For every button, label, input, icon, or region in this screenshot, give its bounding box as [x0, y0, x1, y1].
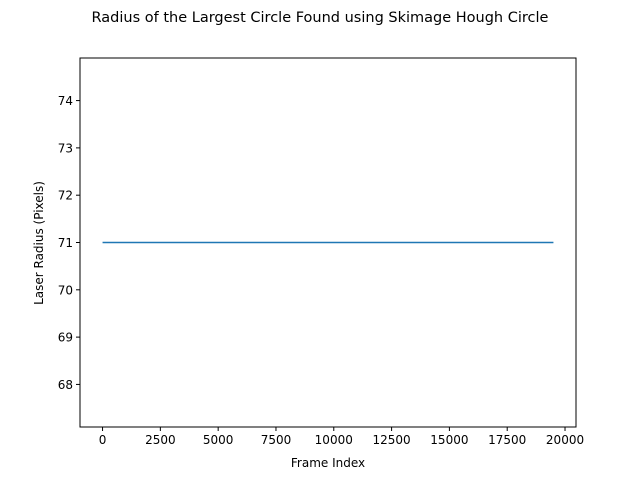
x-tick-label: 15000: [430, 433, 468, 447]
x-tick-label: 5000: [203, 433, 234, 447]
x-tick-label: 0: [99, 433, 107, 447]
y-tick-label: 72: [58, 189, 73, 203]
x-tick-label: 7500: [261, 433, 292, 447]
y-tick-label: 69: [58, 331, 73, 345]
x-axis-label: Frame Index: [291, 456, 365, 470]
y-tick-label: 71: [58, 236, 73, 250]
y-axis: 68 69 70 71 72 73 74: [58, 94, 80, 392]
x-tick-label: 12500: [372, 433, 410, 447]
y-axis-label: Laser Radius (Pixels): [32, 181, 46, 305]
x-axis: 0 2500 5000 7500 10000 12500 15000 17500 20000: [99, 427, 584, 447]
x-tick-label: 10000: [315, 433, 353, 447]
y-tick-label: 74: [58, 94, 73, 108]
x-tick-label: 20000: [546, 433, 584, 447]
y-tick-label: 68: [58, 378, 73, 392]
y-tick-label: 73: [58, 141, 73, 155]
y-tick-label: 70: [58, 283, 73, 297]
chart-title: Radius of the Largest Circle Found using…: [92, 10, 549, 26]
x-tick-label: 2500: [145, 433, 176, 447]
x-tick-label: 17500: [488, 433, 526, 447]
